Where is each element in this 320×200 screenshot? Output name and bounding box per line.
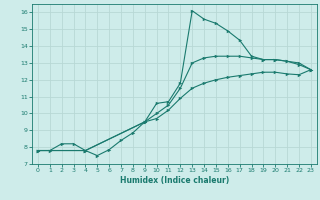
X-axis label: Humidex (Indice chaleur): Humidex (Indice chaleur) [120, 176, 229, 185]
